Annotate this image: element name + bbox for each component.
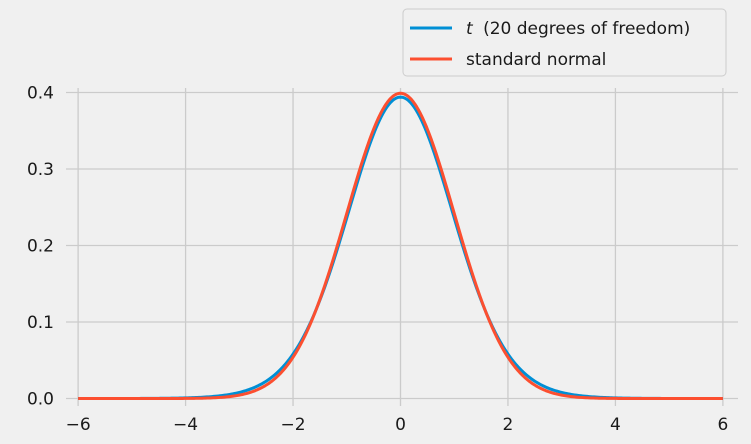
y-tick-label: 0.3: [27, 160, 54, 180]
x-tick-label: −6: [66, 415, 91, 435]
y-tick-label: 0.4: [27, 83, 54, 103]
x-tick-labels: −6 −4 −2 0 2 4 6: [66, 415, 729, 435]
y-tick-labels: 0.0 0.1 0.2 0.3 0.4: [27, 83, 54, 409]
x-tick-label: 4: [610, 415, 621, 435]
legend: t (20 degrees of freedom) standard norma…: [402, 8, 727, 77]
y-tick-label: 0.2: [27, 237, 54, 257]
grid: [66, 88, 738, 406]
legend-label-t: t (20 degrees of freedom): [466, 19, 690, 39]
legend-label-normal: standard normal: [466, 50, 606, 70]
legend-box: [402, 8, 727, 77]
series-lines: [78, 91, 723, 401]
y-tick-label: 0.1: [27, 313, 54, 333]
y-tick-label: 0.0: [27, 390, 54, 410]
x-tick-label: −2: [281, 415, 306, 435]
series-line-normal: [78, 91, 723, 401]
x-tick-label: 6: [717, 415, 728, 435]
x-tick-label: 2: [503, 415, 514, 435]
x-tick-label: −4: [173, 415, 198, 435]
x-tick-label: 0: [395, 415, 406, 435]
